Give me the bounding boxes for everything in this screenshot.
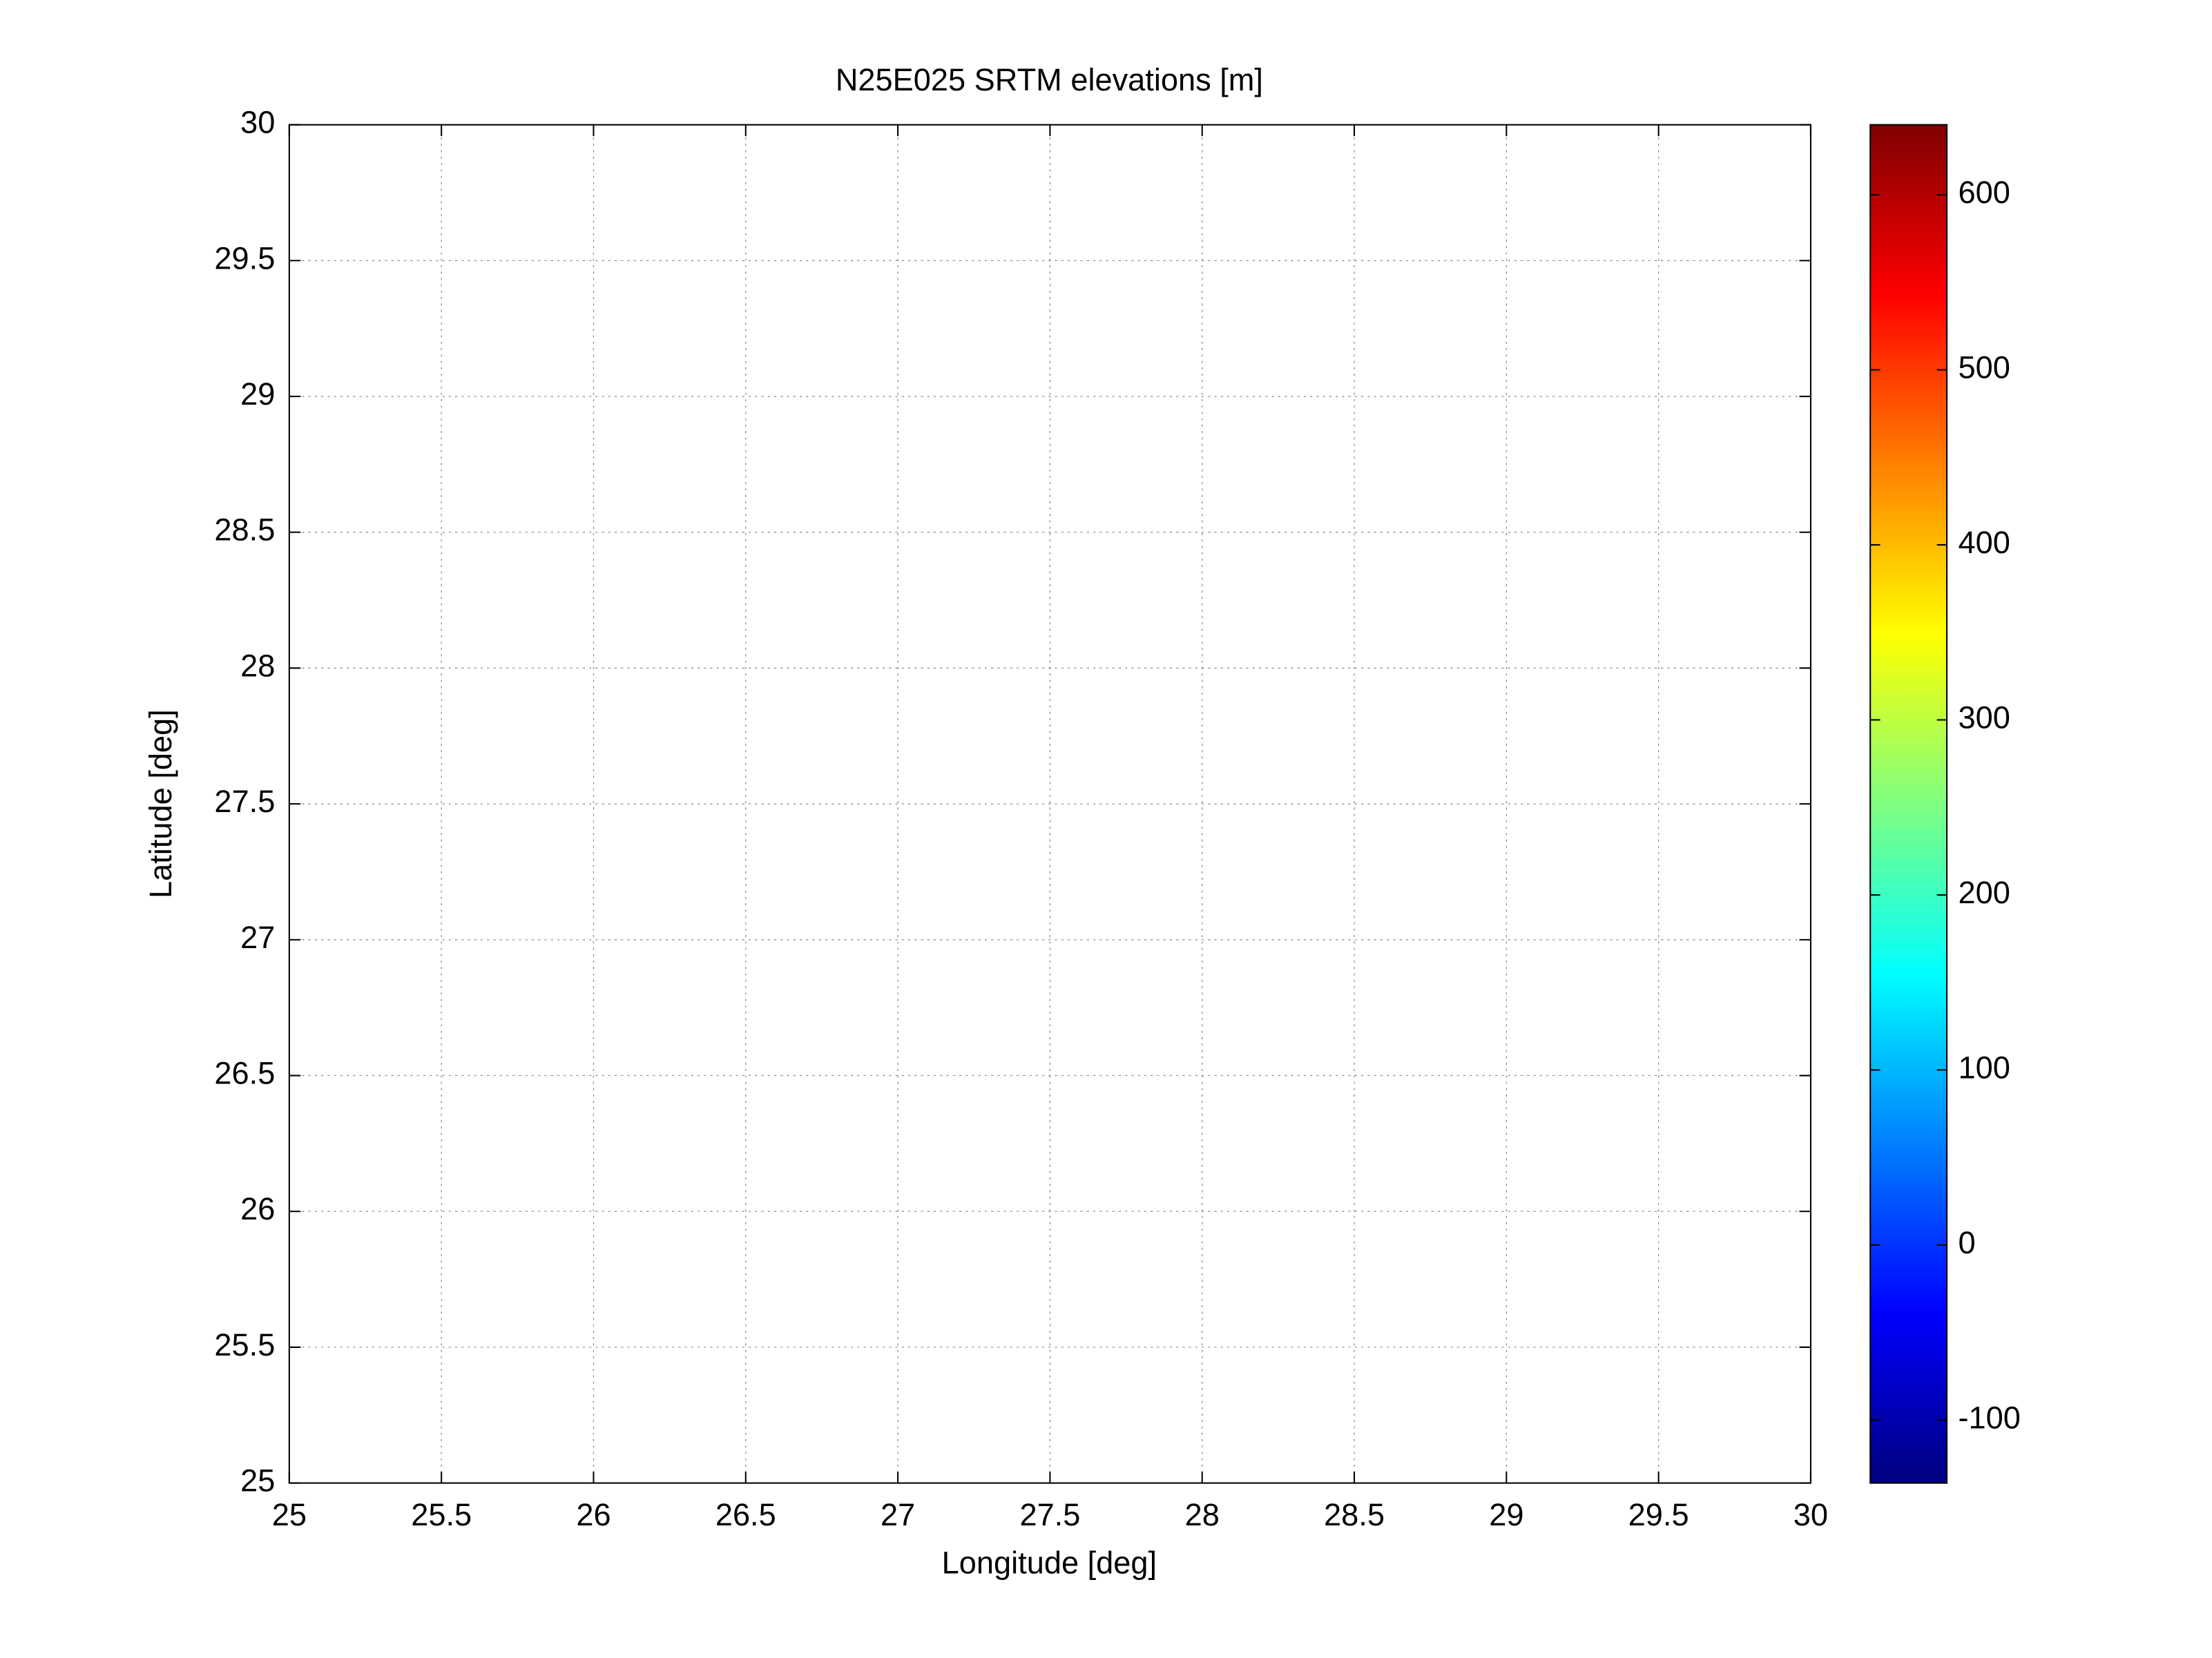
x-tick-label: 29 [1489,1497,1523,1532]
y-tick-label: 26 [240,1191,275,1226]
y-tick-label: 25 [240,1463,275,1498]
y-axis-label: Latitude [deg] [143,709,178,898]
colorbar [1869,124,1948,1484]
y-tick-label: 27.5 [214,784,275,819]
chart-title: N25E025 SRTM elevations [m] [836,62,1263,97]
y-tick-label: 29.5 [214,240,275,276]
colorbar-tick-label: 400 [1958,525,2010,560]
y-tick-label: 30 [240,105,275,140]
x-tick-label: 25 [272,1497,307,1532]
x-tick-label: 28 [1185,1497,1220,1532]
x-tick-label: 29.5 [1628,1497,1689,1532]
y-tick-label: 28.5 [214,512,275,548]
x-tick-label: 30 [1793,1497,1828,1532]
y-tick-label: 26.5 [214,1055,275,1090]
plot-frame [288,124,1811,1484]
colorbar-tick-label: 600 [1958,175,2010,210]
colorbar-tick-label: -100 [1958,1400,2020,1435]
x-tick-label: 26.5 [715,1497,776,1532]
x-tick-label: 26 [576,1497,610,1532]
x-tick-label: 25.5 [411,1497,472,1532]
y-tick-label: 28 [240,648,275,683]
colorbar-tick-label: 200 [1958,875,2010,910]
colorbar-tick-label: 100 [1958,1050,2010,1085]
y-tick-label: 29 [240,376,275,412]
x-tick-label: 27.5 [1019,1497,1080,1532]
colorbar-tick-label: 500 [1958,349,2010,385]
colorbar-tick-label: 0 [1958,1225,1975,1260]
y-tick-label: 27 [240,920,275,955]
x-tick-label: 28.5 [1324,1497,1385,1532]
y-tick-label: 25.5 [214,1327,275,1362]
colorbar-tick-label: 300 [1958,700,2010,735]
x-axis-label: Longitude [deg] [942,1545,1157,1581]
x-tick-label: 27 [881,1497,915,1532]
